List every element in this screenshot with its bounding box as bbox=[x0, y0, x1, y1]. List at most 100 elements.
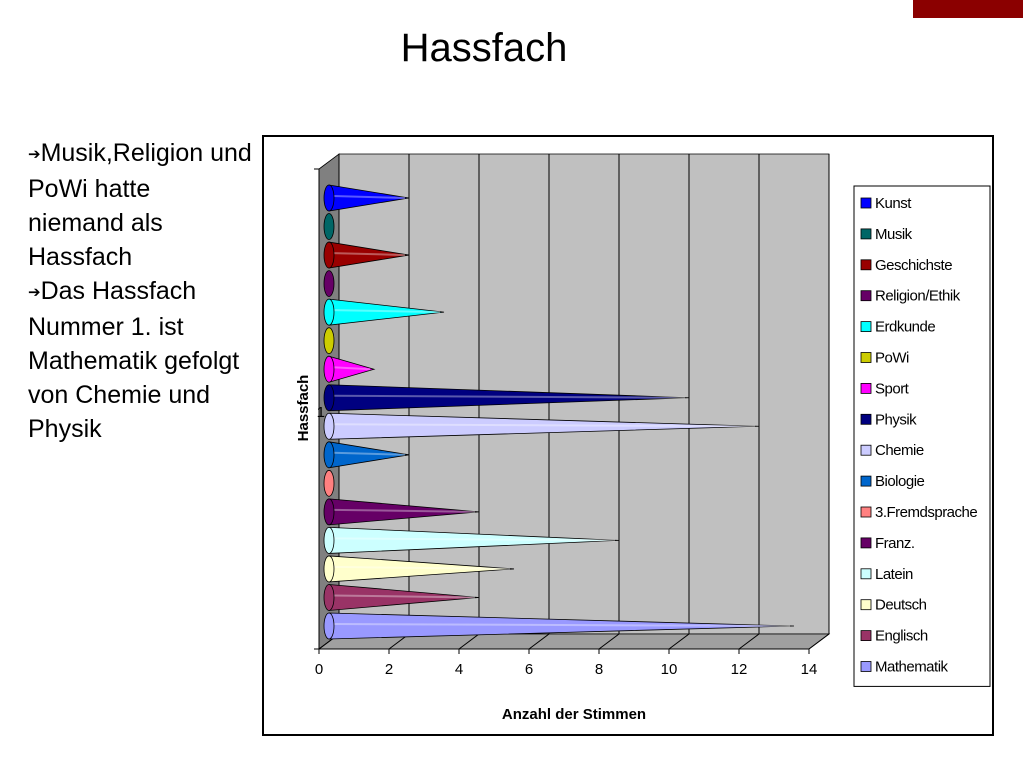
cone-highlight bbox=[332, 623, 791, 627]
legend-label: 3.Fremdsprache bbox=[875, 504, 977, 521]
x-tick-label: 6 bbox=[525, 661, 533, 678]
legend-label: Deutsch bbox=[875, 597, 927, 614]
arrow-icon: ➔ bbox=[28, 146, 41, 163]
gridline-floor bbox=[808, 633, 830, 650]
legend-label: Mathematik bbox=[875, 659, 949, 676]
legend-box bbox=[853, 185, 991, 687]
x-tick-label: 10 bbox=[661, 661, 678, 678]
x-tick-label: 14 bbox=[801, 661, 818, 678]
legend-label: Geschichste bbox=[875, 257, 952, 274]
cone-highlight bbox=[332, 309, 441, 314]
legend-label: Latein bbox=[875, 566, 913, 583]
cone-base bbox=[323, 298, 335, 326]
x-tick-label: 2 bbox=[385, 661, 393, 678]
cone-base bbox=[323, 441, 335, 469]
bullet-text: Das Hassfach Nummer 1. ist Mathematik ge… bbox=[28, 277, 240, 443]
cone-highlight bbox=[332, 423, 756, 428]
legend-label: Englisch bbox=[875, 628, 928, 645]
chart-tick-labels: 0 2 4 6 8 10 12 14 bbox=[315, 661, 818, 678]
gridline-floor bbox=[458, 633, 480, 650]
chart-axes bbox=[314, 168, 810, 654]
legend-swatch bbox=[860, 197, 872, 209]
cone-base bbox=[323, 526, 335, 554]
cone-base bbox=[323, 584, 335, 611]
gridline-floor bbox=[528, 633, 550, 650]
cone-highlight bbox=[332, 508, 476, 513]
cone-base bbox=[323, 384, 335, 412]
cone-base bbox=[323, 355, 335, 383]
cone-base bbox=[323, 241, 335, 269]
cone-religion-ethik bbox=[323, 270, 335, 298]
legend-swatch bbox=[860, 444, 872, 456]
cone-chemie bbox=[323, 412, 760, 440]
legend-label: Franz. bbox=[875, 535, 915, 552]
legend-swatch bbox=[860, 599, 872, 611]
cone-powi bbox=[323, 327, 335, 355]
bullet-item: ➔Das Hassfach Nummer 1. ist Mathematik g… bbox=[28, 274, 253, 446]
cone-base bbox=[323, 555, 335, 583]
chart-cones bbox=[323, 184, 795, 640]
legend-label: Sport bbox=[875, 380, 910, 397]
x-tick-label: 0 bbox=[315, 661, 323, 678]
cone-highlight bbox=[332, 537, 616, 542]
legend-swatch bbox=[860, 568, 872, 580]
cone-biologie bbox=[323, 441, 410, 469]
cone-kunst bbox=[323, 184, 410, 212]
cone-highlight bbox=[332, 594, 476, 599]
cone-base bbox=[323, 498, 335, 526]
chart-frame: 0 2 4 6 8 10 12 14 Anzahl der Stimmen Hassfach … bbox=[262, 135, 994, 736]
gridline-floor bbox=[668, 633, 690, 650]
bullet-list: ➔Musik,Religion und PoWi hatte niemand a… bbox=[28, 136, 253, 446]
cone-highlight bbox=[332, 195, 406, 199]
x-tick-label: 12 bbox=[731, 661, 748, 678]
cone-highlight bbox=[332, 366, 371, 371]
slide-title: Hassfach bbox=[400, 26, 568, 70]
legend-swatch bbox=[860, 506, 872, 518]
legend-swatch bbox=[860, 382, 872, 394]
legend-swatch bbox=[860, 321, 872, 333]
legend-swatch bbox=[860, 352, 872, 363]
bullet-item: ➔Musik,Religion und PoWi hatte niemand a… bbox=[28, 136, 253, 274]
cone-physik bbox=[323, 384, 690, 412]
cone-base bbox=[323, 612, 335, 640]
cone-base bbox=[323, 270, 335, 298]
legend-label: Chemie bbox=[875, 442, 924, 459]
cone-base bbox=[323, 213, 335, 240]
legend-label: Musik bbox=[875, 226, 913, 243]
cone-sport bbox=[323, 355, 376, 383]
cone-franz- bbox=[323, 498, 480, 526]
legend-label: PoWi bbox=[875, 350, 909, 367]
accent-bar bbox=[913, 0, 1023, 18]
cone-highlight bbox=[332, 252, 406, 257]
cone-mathematik bbox=[323, 612, 795, 640]
cone-deutsch bbox=[323, 555, 515, 583]
bullet-text: Musik,Religion und PoWi hatte niemand al… bbox=[28, 139, 252, 271]
cone-base bbox=[323, 469, 335, 497]
x-axis-label: Anzahl der Stimmen bbox=[502, 706, 646, 723]
legend-swatch bbox=[860, 413, 872, 425]
legend-swatch bbox=[860, 475, 872, 487]
legend-label: Religion/Ethik bbox=[875, 288, 961, 305]
cone-bar-chart: 0 2 4 6 8 10 12 14 Anzahl der Stimmen Hassfach … bbox=[295, 153, 991, 723]
cone-latein bbox=[323, 526, 620, 554]
cone-3-fremdsprache bbox=[323, 469, 335, 497]
legend-swatch bbox=[860, 228, 872, 240]
legend-label: Biologie bbox=[875, 473, 925, 490]
cone-englisch bbox=[323, 584, 480, 611]
gridline-floor bbox=[598, 633, 620, 650]
cone-base bbox=[323, 184, 335, 212]
gridline-floor bbox=[738, 633, 760, 650]
cone-erdkunde bbox=[323, 298, 445, 326]
legend-label: Kunst bbox=[875, 195, 912, 212]
legend-swatch bbox=[860, 290, 872, 302]
x-tick-label: 4 bbox=[455, 661, 463, 678]
cone-base bbox=[323, 412, 335, 440]
legend-swatch bbox=[860, 661, 872, 672]
arrow-icon: ➔ bbox=[28, 284, 41, 301]
cone-geschichste bbox=[323, 241, 410, 269]
legend-swatch bbox=[860, 537, 872, 549]
cone-highlight bbox=[332, 565, 511, 570]
cone-highlight bbox=[332, 394, 686, 399]
legend-swatch bbox=[860, 630, 872, 642]
chart-legend: Kunst Musik Geschichste Religion/Ethik Erdku… bbox=[853, 185, 991, 687]
